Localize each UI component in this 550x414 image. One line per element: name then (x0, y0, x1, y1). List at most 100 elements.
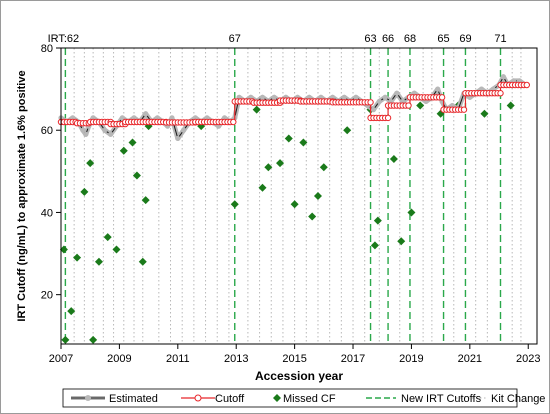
estimated-point (435, 86, 441, 92)
legend: Estimated Cutoff Missed CF New IRT Cutoffs K… (62, 388, 545, 408)
estimated-point (394, 90, 400, 96)
missed-cf-point (138, 257, 147, 266)
estimated-point (353, 94, 359, 100)
missed-cf-point (141, 196, 150, 205)
x-tick-label: 2015 (282, 353, 306, 365)
new-irt-cutoff-label: IRT:62 (48, 33, 80, 45)
missed-cf-point (284, 134, 293, 143)
missed-cf-point (112, 245, 121, 254)
plot-area-frame (60, 47, 538, 345)
cutoff-point (438, 94, 446, 101)
missed-cf-point (276, 159, 285, 168)
new-irt-cutoff-label: 67 (229, 33, 241, 45)
y-tick-label: 40 (41, 207, 53, 219)
missed-cf-point (313, 192, 322, 200)
cutoff-point (460, 106, 468, 113)
missed-cf-point (290, 200, 299, 209)
legend-box (62, 388, 518, 408)
x-tick-label: 2007 (49, 353, 73, 365)
missed-cf-point (343, 126, 352, 135)
cutoff-point (367, 99, 374, 106)
estimated-point (271, 94, 277, 100)
missed-cf-series (59, 101, 515, 344)
estimated-point (382, 94, 388, 100)
legend-missed-cf-marker (273, 394, 281, 402)
missed-cf-point (264, 163, 273, 172)
new-irt-cutoff-label: 71 (494, 33, 506, 45)
missed-cf-point (67, 307, 76, 316)
estimated-point (102, 127, 108, 133)
estimated-point (169, 115, 175, 121)
estimated-point (119, 115, 125, 121)
missed-cf-point (59, 245, 68, 254)
missed-cf-point (128, 138, 137, 147)
missed-cf-point (370, 241, 379, 250)
missed-cf-point (73, 253, 82, 262)
missed-cf-point (389, 155, 398, 163)
cutoff-series (57, 81, 530, 128)
x-tick-label: 2017 (341, 353, 365, 365)
missed-cf-point (506, 101, 515, 110)
cutoff-point (405, 102, 412, 109)
cutoff-point (384, 114, 392, 122)
legend-label: Kit Change (491, 393, 545, 405)
missed-cf-point (258, 183, 267, 192)
missed-cf-point (373, 216, 382, 225)
missed-cf-point (407, 208, 416, 217)
estimated-point (143, 111, 149, 117)
missed-cf-point (308, 212, 317, 221)
new-irt-cutoff-label: 63 (364, 33, 376, 45)
missed-cf-point (252, 105, 261, 114)
estimated-point (181, 127, 187, 133)
y-tick-label: 60 (41, 125, 53, 137)
legend-label: Cutoff (215, 393, 245, 405)
estimated-point (259, 94, 266, 100)
x-tick-label: 2019 (399, 353, 423, 365)
estimated-point (108, 131, 114, 137)
legend-estimated-marker (85, 395, 91, 401)
estimated-point (376, 98, 382, 105)
x-tick-label: 2013 (224, 353, 248, 365)
legend-label: Estimated (109, 393, 158, 405)
x-tick-label: 2009 (107, 353, 131, 365)
missed-cf-point (480, 109, 489, 118)
missed-cf-point (103, 233, 112, 242)
missed-cf-point (61, 335, 70, 344)
missed-cf-point (89, 335, 98, 344)
cutoff-point (230, 118, 237, 126)
estimated-point (341, 94, 347, 100)
cutoff-point (523, 81, 530, 89)
x-tick-label: 2021 (458, 353, 482, 365)
missed-cf-point (86, 159, 95, 168)
y-axis-label: IRT Cutoff (ng/mL) to approximate 1.6% p… (16, 70, 28, 321)
legend-label: Missed CF (283, 393, 336, 405)
new-irt-cutoff-label: 69 (459, 33, 471, 45)
new-irt-cutoff-labels: IRT:62 67 63 66 68 65 69 71 (48, 33, 507, 45)
y-tick-label: 80 (41, 43, 53, 55)
x-axis-label: Accession year (255, 369, 343, 383)
missed-cf-point (230, 200, 239, 209)
missed-cf-point (397, 237, 406, 246)
axes: 2007 2009 2011 2013 2015 2017 2019 2021 2023 20 40… (41, 43, 541, 365)
missed-cf-point (416, 101, 425, 110)
cutoff-point (497, 90, 504, 97)
estimated-point (80, 127, 86, 133)
legend-cutoff-marker (194, 394, 202, 402)
new-irt-cutoff-label: 68 (404, 33, 416, 45)
kit-change-lines (73, 48, 522, 344)
missed-cf-point (299, 138, 308, 147)
x-tick-label: 2023 (516, 353, 540, 365)
estimated-point (500, 74, 507, 80)
new-irt-cutoff-label: 66 (382, 33, 394, 45)
legend-label: New IRT Cutoffs (401, 393, 482, 405)
new-irt-cutoff-label: 65 (437, 33, 449, 45)
estimated-point (83, 131, 89, 137)
missed-cf-point (119, 146, 128, 155)
estimated-point (175, 135, 181, 142)
missed-cf-point (94, 257, 103, 266)
missed-cf-point (319, 163, 328, 172)
missed-cf-point (80, 187, 89, 196)
missed-cf-point (132, 171, 141, 180)
